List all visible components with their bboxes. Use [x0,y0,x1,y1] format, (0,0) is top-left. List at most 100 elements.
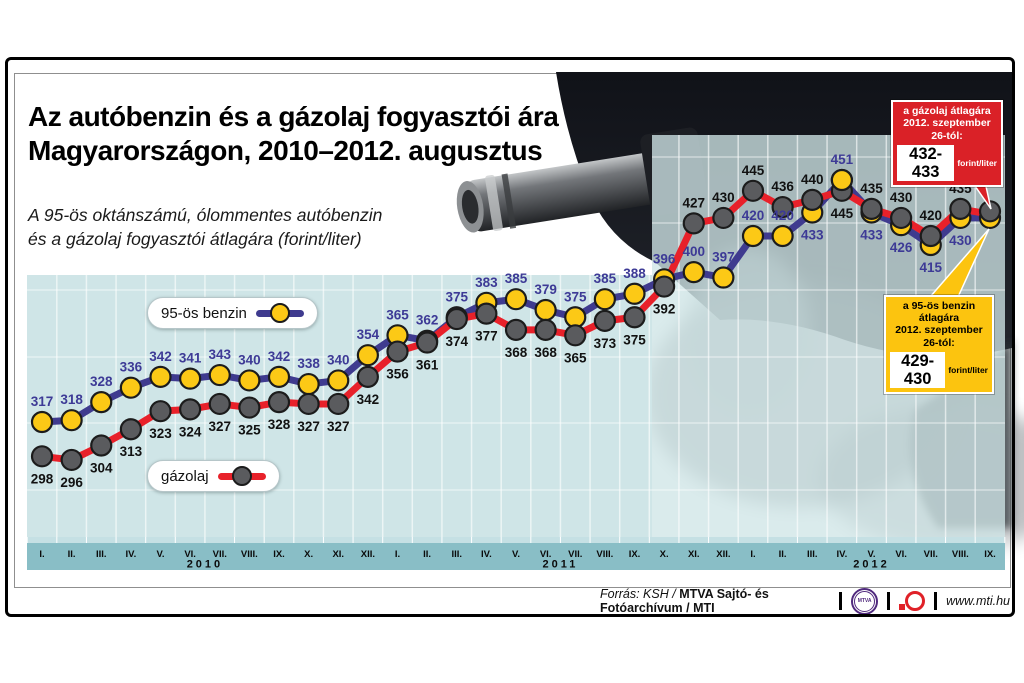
callout-gazolaj-unit: forint/liter [957,158,997,168]
svg-text:VII.: VII. [568,549,582,560]
callout-benzin-september: a 95-ös benzin átlagára 2012. szeptember… [884,295,994,394]
svg-text:I.: I. [39,549,44,560]
svg-text:420: 420 [771,208,794,223]
svg-text:426: 426 [890,240,913,255]
svg-text:2012: 2012 [853,559,889,571]
svg-text:IX.: IX. [273,549,285,560]
svg-text:304: 304 [90,460,113,475]
website-url: www.mti.hu [946,594,1010,608]
svg-text:430: 430 [712,190,735,205]
subtitle-line-1: A 95-ös oktánszámú, ólommentes autóbenzi… [28,205,383,225]
svg-text:436: 436 [771,179,794,194]
svg-text:445: 445 [742,163,765,178]
svg-text:433: 433 [801,228,824,243]
svg-text:327: 327 [297,419,320,434]
callout-gazolaj-line2: 2012. szeptember 26-tól: [903,117,991,142]
svg-text:VIII.: VIII. [241,549,258,560]
svg-text:II.: II. [423,549,431,560]
callout-benzin-line1: a 95-ös benzin átlagára [902,300,976,324]
svg-text:420: 420 [742,208,765,223]
svg-text:298: 298 [31,471,54,486]
svg-text:V.: V. [156,549,164,560]
svg-text:X.: X. [304,549,313,560]
mti-logo-icon [899,590,926,612]
svg-text:368: 368 [534,345,557,360]
svg-text:433: 433 [860,228,883,243]
svg-text:317: 317 [31,394,54,409]
svg-text:341: 341 [179,351,202,366]
svg-text:324: 324 [179,424,202,439]
svg-text:XII.: XII. [716,549,730,560]
callout-gazolaj-september: a gázolaj átlagára 2012. szeptember 26-t… [891,100,1003,187]
svg-text:420: 420 [919,208,942,223]
svg-text:338: 338 [297,356,320,371]
svg-text:327: 327 [327,419,350,434]
svg-text:2011: 2011 [543,559,579,571]
svg-text:328: 328 [268,417,291,432]
svg-text:VII.: VII. [213,549,227,560]
svg-text:VIII.: VIII. [952,549,969,560]
svg-text:342: 342 [357,392,380,407]
svg-text:427: 427 [682,195,705,210]
svg-text:361: 361 [416,358,439,373]
svg-text:IV.: IV. [126,549,137,560]
svg-text:IX.: IX. [984,549,996,560]
svg-text:343: 343 [208,347,231,362]
svg-text:296: 296 [60,475,83,490]
svg-text:325: 325 [238,423,261,438]
svg-text:365: 365 [386,307,409,322]
page-subtitle: A 95-ös oktánszámú, ólommentes autóbenzi… [28,203,382,251]
svg-text:342: 342 [268,349,291,364]
svg-text:XII.: XII. [361,549,375,560]
callout-benzin-unit: forint/liter [948,365,988,375]
svg-text:445: 445 [831,206,854,221]
svg-text:VI.: VI. [540,549,552,560]
svg-text:II.: II. [68,549,76,560]
svg-text:368: 368 [505,345,528,360]
svg-text:VI.: VI. [895,549,907,560]
source-archive: MTVA Sajtó- és Fotóarchívum [600,587,769,615]
svg-text:318: 318 [60,392,83,407]
svg-text:379: 379 [534,282,557,297]
footer-divider [839,592,843,610]
svg-text:373: 373 [594,336,617,351]
svg-text:375: 375 [564,289,587,304]
mtva-logo-text: MTVA [854,590,876,612]
svg-text:375: 375 [445,289,468,304]
svg-text:340: 340 [327,352,350,367]
svg-text:396: 396 [653,251,676,266]
svg-text:327: 327 [208,419,231,434]
footer-credits: Forrás: KSH / MTVA Sajtó- és Fotóarchívu… [600,587,1010,615]
svg-text:400: 400 [682,244,705,259]
svg-text:328: 328 [90,374,113,389]
legend-benzin-label: 95-ös benzin [161,304,247,322]
svg-text:323: 323 [149,426,172,441]
svg-text:354: 354 [357,327,380,342]
svg-text:385: 385 [505,271,528,286]
svg-text:VIII.: VIII. [596,549,613,560]
svg-text:356: 356 [386,367,409,382]
svg-text:IV.: IV. [837,549,848,560]
svg-text:III.: III. [96,549,107,560]
svg-text:362: 362 [416,313,439,328]
svg-text:340: 340 [238,352,261,367]
footer-divider [887,592,891,610]
svg-text:377: 377 [475,329,498,344]
page-title: Az autóbenzin és a gázolaj fogyasztói ár… [28,100,559,168]
svg-text:2010: 2010 [187,559,223,571]
svg-text:451: 451 [831,152,854,167]
footer-divider [934,592,938,610]
svg-text:II.: II. [779,549,787,560]
callout-gazolaj-line1: a gázolaj átlagára [903,105,991,117]
svg-text:392: 392 [653,302,676,317]
svg-text:VI.: VI. [184,549,196,560]
svg-text:430: 430 [890,190,913,205]
svg-text:IX.: IX. [629,549,641,560]
title-line-1: Az autóbenzin és a gázolaj fogyasztói ár… [28,101,559,132]
callout-gazolaj-value: 432-433 [897,145,955,181]
svg-text:I.: I. [750,549,755,560]
svg-text:336: 336 [120,360,143,375]
svg-text:383: 383 [475,275,498,290]
